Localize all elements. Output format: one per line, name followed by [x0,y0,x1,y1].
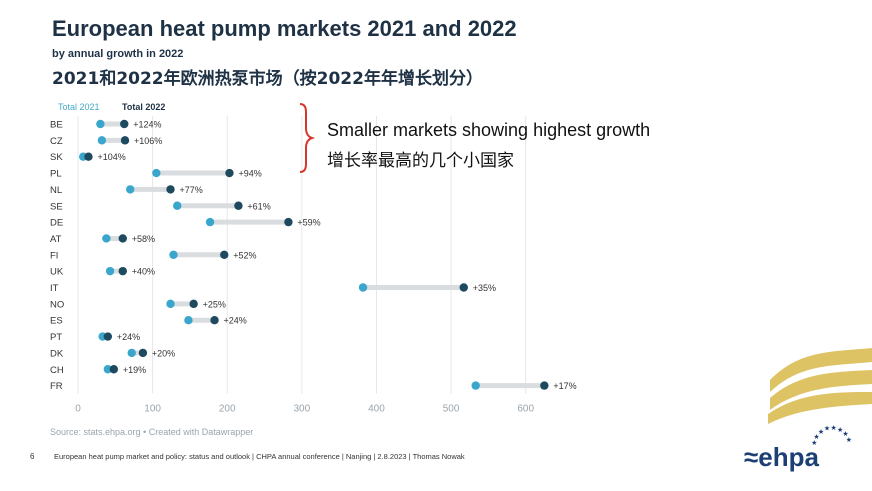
category-label: ES [50,316,63,327]
growth-label: +40% [132,267,155,277]
category-label: NL [50,185,62,196]
dot-2022 [225,168,234,178]
x-tick-label: 500 [443,404,460,415]
star-icon: ★ [824,425,830,433]
growth-label: +25% [203,299,226,309]
logo-wave [770,370,872,410]
dot-2022 [109,365,119,374]
star-icon: ★ [811,439,817,447]
chart-marks: BE +124% CZ +106% SK +104% PL +94% NL +77% SE +61% D… [50,120,577,393]
dot-2021 [97,136,107,145]
annotation-text: Smaller markets showing highest growth [327,120,651,140]
dot-2022 [118,266,127,276]
legend-total-2022: Total 2022 [122,102,166,112]
category-label: AT [50,234,62,245]
x-tick-label: 100 [144,404,161,415]
growth-label: +61% [247,201,270,211]
star-icon: ★ [831,424,837,432]
dot-2021 [127,348,136,358]
growth-label: +77% [180,185,203,195]
dot-2022 [220,250,229,259]
dot-2021 [105,266,115,276]
dot-2021 [103,365,113,374]
decorations: ★★★ ★ ★ ★★★ [299,103,872,447]
category-label: PL [50,169,62,180]
dot-2022 [118,234,127,243]
page-title: European heat pump markets 2021 and 2022 [52,16,517,41]
dot-2022 [189,299,198,309]
category-label: PT [50,332,62,343]
x-tick-label: 200 [219,404,236,415]
dot-2021 [152,168,161,178]
growth-label: +24% [117,332,140,342]
category-label: CH [50,365,64,376]
logo-wave [770,348,872,392]
dot-2021 [126,185,135,194]
category-label: SK [50,152,63,163]
dot-2021 [166,299,175,309]
legend-total-2021: Total 2021 [58,102,100,112]
growth-label: +58% [132,234,155,244]
dot-2021 [358,283,368,292]
star-icon: ★ [818,428,824,436]
x-tick-label: 600 [517,404,534,415]
star-icon: ★ [837,426,843,434]
category-label: IT [50,283,59,294]
star-icon: ★ [813,433,819,441]
growth-label: +35% [473,283,496,293]
dot-2021 [169,250,178,259]
growth-label: +94% [238,169,261,179]
category-label: BE [50,120,63,131]
growth-label: +17% [553,381,576,391]
chart-source: Source: stats.ehpa.org • Created with Da… [50,427,254,437]
slide-number: 6 [30,452,35,461]
dot-2022 [84,152,93,161]
star-icon: ★ [842,430,848,438]
page-subtitle: by annual growth in 2022 [52,48,184,60]
dot-2021 [102,234,111,243]
category-label: DK [50,348,64,359]
logo-wave [768,392,872,424]
ehpa-logo: ≈ehpa [744,442,819,472]
x-tick-label: 0 [75,404,81,415]
category-label: FI [50,250,58,261]
dot-2022 [103,332,113,341]
dot-2021 [471,381,480,390]
category-label: UK [50,267,64,278]
growth-label: +106% [134,136,162,146]
dot-2022 [138,348,148,358]
category-label: SE [50,201,63,212]
growth-label: +59% [297,218,320,228]
growth-label: +20% [152,348,175,358]
growth-label: +104% [97,152,125,162]
dot-2021 [205,217,215,227]
x-tick-label: 300 [294,404,311,415]
growth-label: +124% [133,120,161,130]
highlight-bracket [299,103,316,173]
category-label: FR [50,381,63,392]
dot-2022 [540,381,549,390]
dot-2022 [120,119,129,129]
dot-2022 [459,283,468,292]
dot-2022 [166,185,175,194]
category-label: CZ [50,136,63,147]
annotation-text-chinese: 增长率最高的几个小国家 [327,151,514,171]
category-label: NO [50,299,64,310]
x-tick-label: 400 [368,404,385,415]
category-label: DE [50,218,63,229]
dot-2022 [120,136,130,145]
dot-2021 [184,316,193,325]
page-title-chinese: 2021和2022年欧洲热泵市场（按2022年年增长划分） [52,69,483,89]
dot-2022 [234,201,243,210]
dot-2022 [284,217,293,227]
dot-2021 [96,119,105,129]
growth-label: +19% [123,365,146,375]
footer-text: European heat pump market and policy: st… [54,452,465,461]
growth-label: +52% [233,250,256,260]
dot-2022 [210,316,219,325]
growth-label: +24% [224,316,247,326]
dot-2021 [173,201,182,210]
star-icon: ★ [846,436,852,444]
